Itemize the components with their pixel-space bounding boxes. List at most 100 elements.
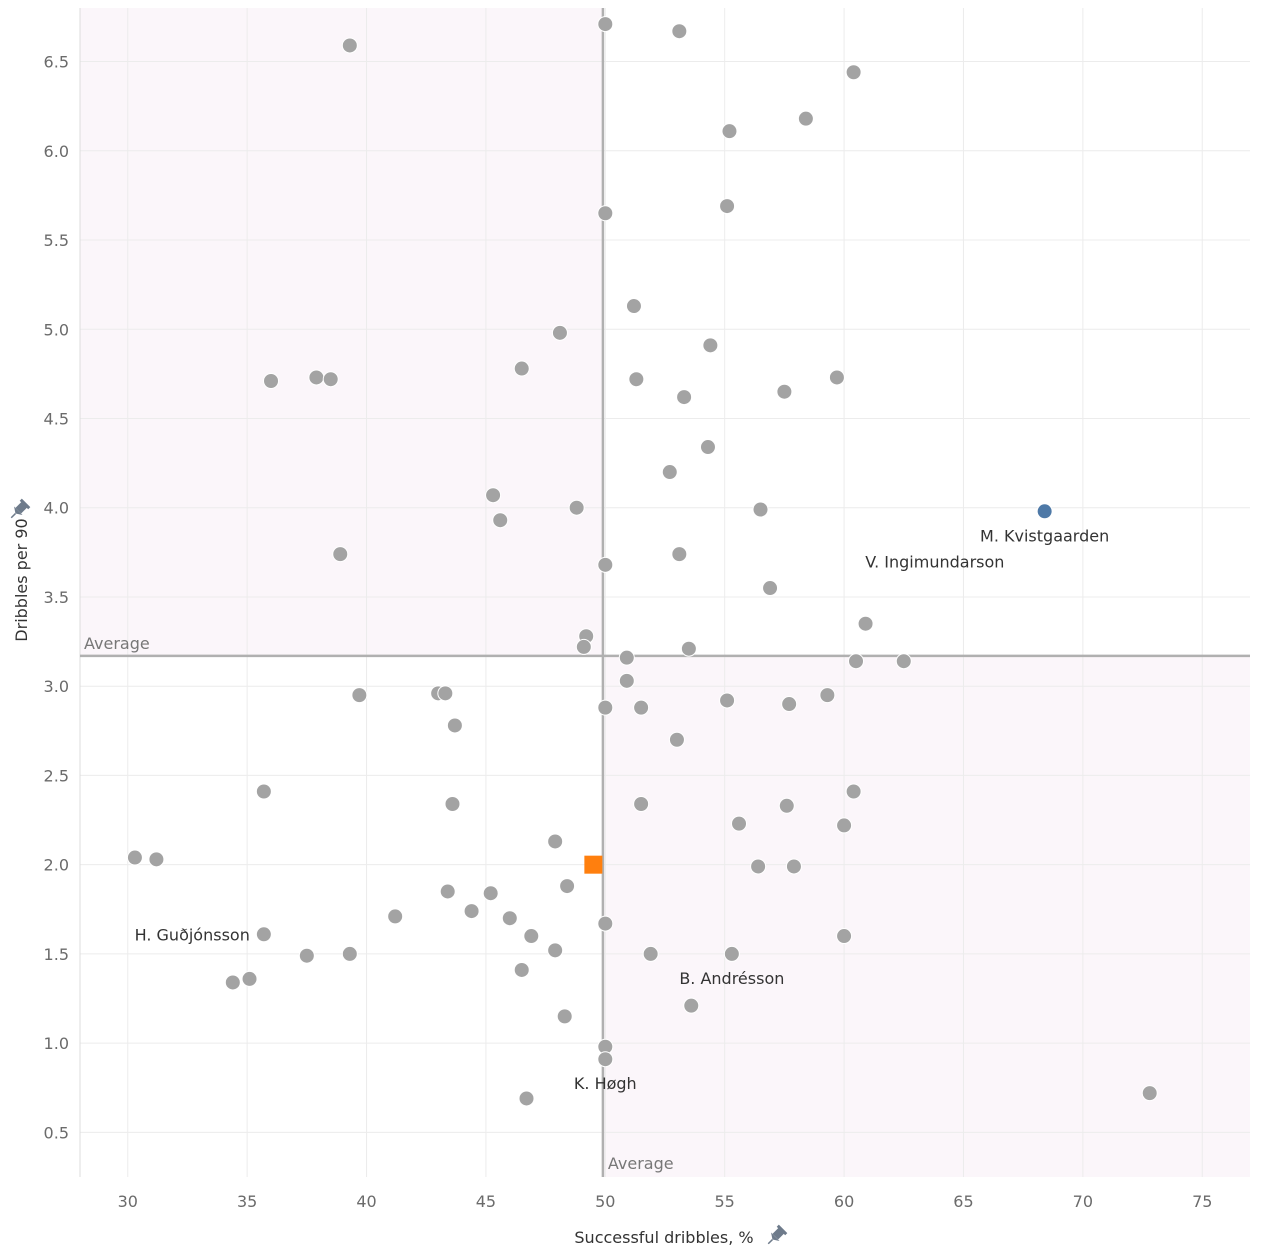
data-point[interactable] [719, 198, 736, 215]
shade-bottom-right [602, 655, 1250, 1177]
reference-square[interactable] [584, 855, 603, 874]
x-tick-label: 60 [834, 1192, 854, 1211]
data-point[interactable] [523, 928, 540, 945]
y-tick-label: 5.0 [44, 320, 69, 339]
data-point[interactable] [387, 908, 404, 925]
data-point[interactable] [671, 546, 688, 563]
data-point[interactable] [1141, 1085, 1158, 1102]
data-point[interactable] [618, 649, 635, 666]
data-point[interactable] [819, 687, 836, 704]
data-point[interactable] [845, 64, 862, 81]
data-point[interactable] [628, 371, 645, 388]
data-point[interactable] [255, 926, 272, 943]
data-point[interactable] [680, 640, 697, 657]
data-point[interactable] [836, 928, 853, 945]
data-point[interactable] [857, 615, 874, 632]
x-tick-label: 30 [118, 1192, 138, 1211]
data-point[interactable] [148, 851, 165, 868]
x-tick-label: 65 [953, 1192, 973, 1211]
data-point[interactable] [668, 731, 685, 748]
data-point[interactable] [547, 833, 564, 850]
data-point[interactable] [785, 858, 802, 875]
data-point[interactable] [848, 653, 865, 670]
data-point[interactable] [723, 945, 740, 962]
data-point[interactable] [551, 324, 568, 341]
data-point[interactable] [597, 699, 614, 716]
data-point[interactable] [439, 883, 456, 900]
data-point[interactable] [341, 945, 358, 962]
data-point[interactable] [547, 942, 564, 959]
data-point[interactable] [568, 499, 585, 516]
y-axis-pin-icon[interactable] [7, 498, 31, 522]
data-point[interactable] [332, 546, 349, 563]
data-point[interactable] [618, 672, 635, 689]
data-point[interactable] [513, 961, 530, 978]
y-tick-label: 4.0 [44, 499, 69, 518]
data-point[interactable] [731, 815, 748, 832]
data-point[interactable] [762, 580, 779, 597]
data-point[interactable] [308, 369, 325, 386]
data-point[interactable] [781, 696, 798, 713]
data-point[interactable] [845, 783, 862, 800]
data-point[interactable] [633, 795, 650, 812]
point-label: V. Ingimundarson [865, 552, 1004, 571]
x-axis-pin-icon[interactable] [764, 1224, 788, 1248]
data-point[interactable] [597, 915, 614, 932]
data-point[interactable] [597, 1051, 614, 1068]
data-point[interactable] [625, 298, 642, 315]
y-axis-title: Dribbles per 90 [12, 518, 31, 641]
data-point[interactable] [241, 970, 258, 987]
y-tick-label: 1.5 [44, 945, 69, 964]
data-point[interactable] [255, 783, 272, 800]
data-point[interactable] [752, 501, 769, 518]
y-tick-label: 0.5 [44, 1123, 69, 1142]
y-tick-label: 2.0 [44, 856, 69, 875]
data-point[interactable] [719, 692, 736, 709]
data-point[interactable] [597, 16, 614, 33]
data-point[interactable] [721, 123, 738, 140]
x-tick-label: 75 [1192, 1192, 1212, 1211]
data-point[interactable] [351, 687, 368, 704]
data-point[interactable] [559, 878, 576, 895]
data-point[interactable] [699, 439, 716, 456]
data-point[interactable] [126, 849, 143, 866]
data-point[interactable] [683, 997, 700, 1014]
data-point[interactable] [702, 337, 719, 354]
data-point[interactable] [661, 464, 678, 481]
data-point[interactable] [828, 369, 845, 386]
data-point[interactable] [298, 947, 315, 964]
data-point[interactable] [597, 205, 614, 222]
data-point[interactable] [463, 903, 480, 920]
data-point[interactable] [485, 487, 502, 504]
data-point[interactable] [836, 817, 853, 834]
highlighted-point[interactable] [1036, 503, 1053, 520]
data-point[interactable] [556, 1008, 573, 1025]
data-point[interactable] [501, 910, 518, 927]
data-point[interactable] [518, 1090, 535, 1107]
data-point[interactable] [633, 699, 650, 716]
data-point[interactable] [322, 371, 339, 388]
data-point[interactable] [444, 795, 461, 812]
data-point[interactable] [437, 685, 454, 702]
data-point[interactable] [341, 37, 358, 54]
x-tick-label: 40 [356, 1192, 376, 1211]
data-point[interactable] [671, 23, 688, 40]
data-point[interactable] [482, 885, 499, 902]
average-lines [80, 8, 1250, 1177]
point-label: K. Høgh [574, 1074, 637, 1093]
data-point[interactable] [575, 638, 592, 655]
data-point[interactable] [446, 717, 463, 734]
data-point[interactable] [776, 383, 793, 400]
data-point[interactable] [224, 974, 241, 991]
data-point[interactable] [778, 797, 795, 814]
data-point[interactable] [642, 945, 659, 962]
data-point[interactable] [750, 858, 767, 875]
data-point[interactable] [895, 653, 912, 670]
data-point[interactable] [513, 360, 530, 377]
x-axis-title: Successful dribbles, % [574, 1228, 753, 1247]
data-point[interactable] [797, 110, 814, 127]
data-point[interactable] [676, 389, 693, 406]
data-point[interactable] [492, 512, 509, 529]
data-point[interactable] [263, 373, 280, 390]
data-point[interactable] [597, 556, 614, 573]
